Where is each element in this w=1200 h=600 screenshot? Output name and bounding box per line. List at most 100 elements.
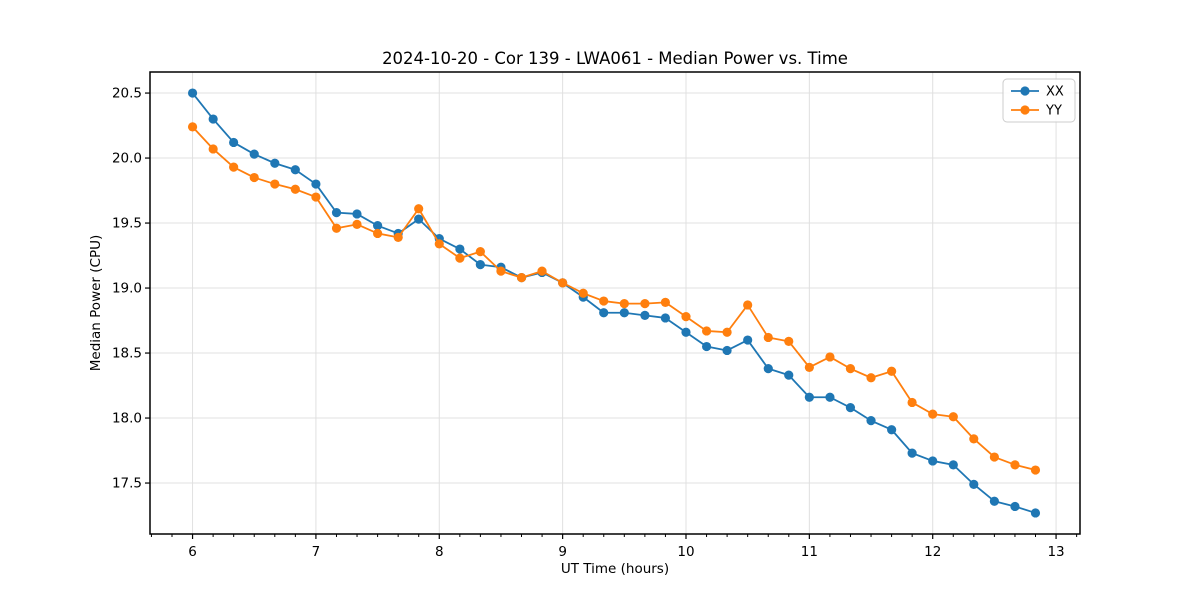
data-point-marker: [701, 326, 712, 336]
data-point-marker: [907, 397, 917, 408]
data-point-marker: [660, 297, 670, 307]
data-point-marker: [331, 223, 342, 233]
axes-layer: 6 7 8 9 10 11 12 13 17.5 18.0 18.5 19.0 19.5 20.0 20.5: [112, 71, 1081, 560]
grid-layer: [150, 72, 1080, 534]
data-point-marker: [763, 332, 773, 343]
legend-box: [1002, 78, 1076, 123]
data-point-marker: [372, 221, 383, 231]
data-point-marker: [866, 373, 876, 383]
data-point-marker: [619, 308, 629, 318]
data-point-marker: [948, 460, 958, 470]
data-point-marker: [455, 244, 465, 254]
plot-border: [149, 71, 1081, 535]
x-tick-label: 7: [312, 544, 321, 560]
data-point-marker: [907, 448, 917, 458]
series-line-XX: [191, 92, 1037, 514]
data-point-marker: [229, 137, 239, 148]
data-point-marker: [229, 162, 239, 172]
data-point-marker: [887, 425, 897, 435]
data-point-marker: [887, 366, 897, 376]
x-tick-label: 11: [801, 544, 818, 560]
data-point-marker: [455, 253, 465, 263]
data-point-marker: [414, 214, 424, 224]
data-point-marker: [270, 179, 280, 189]
data-point-marker: [270, 158, 280, 168]
legend: XX YY: [1002, 78, 1076, 123]
data-point-marker: [475, 260, 485, 270]
data-point-marker: [311, 192, 321, 202]
data-point-marker: [496, 266, 506, 276]
data-point-marker: [1030, 508, 1041, 518]
chart-title: 2024-10-20 - Cor 139 - LWA061 - Median P…: [382, 49, 848, 68]
series-YY: [187, 122, 1041, 475]
x-tick-label: 6: [188, 544, 197, 560]
data-point-marker: [640, 299, 650, 309]
data-point-marker: [784, 370, 794, 380]
x-tick-label: 8: [435, 544, 444, 560]
data-point-marker: [825, 392, 835, 402]
y-axis-label: Median Power (CPU): [88, 235, 104, 371]
y-tick-label: 18.5: [112, 346, 142, 362]
data-point-marker: [290, 165, 300, 175]
y-tick-label: 18.0: [112, 411, 142, 427]
data-point-marker: [845, 364, 856, 374]
data-point-marker: [187, 122, 198, 132]
data-point-marker: [928, 456, 938, 466]
data-point-marker: [414, 204, 424, 214]
data-point-marker: [475, 247, 485, 257]
x-tick-label: 9: [558, 544, 567, 560]
data-point-marker: [578, 288, 588, 298]
legend-marker-icon: [1020, 105, 1030, 115]
data-point-marker: [804, 392, 814, 402]
x-tick-label: 12: [924, 544, 941, 560]
legend-label: YY: [1045, 104, 1062, 119]
data-point-marker: [331, 208, 342, 218]
data-point-marker: [208, 114, 218, 124]
data-point-marker: [722, 327, 732, 337]
series-layer: [187, 88, 1041, 518]
y-tick-label: 17.5: [112, 476, 142, 492]
data-point-marker: [558, 278, 568, 288]
legend-entry-XX: XX: [1011, 85, 1064, 100]
data-point-marker: [989, 452, 999, 462]
data-point-marker: [516, 273, 527, 283]
data-point-marker: [599, 308, 609, 318]
y-tick-label: 20.5: [112, 86, 142, 102]
x-tick-label: 10: [677, 544, 694, 560]
y-tick-label: 20.0: [112, 151, 142, 167]
x-tick-label: 13: [1047, 544, 1064, 560]
data-point-marker: [1030, 465, 1041, 475]
data-point-marker: [989, 496, 999, 506]
data-point-marker: [1010, 501, 1020, 512]
data-point-marker: [311, 179, 321, 189]
y-tick-label: 19.5: [112, 216, 142, 232]
data-point-marker: [681, 327, 691, 337]
data-point-marker: [866, 416, 876, 426]
data-point-marker: [743, 335, 753, 345]
data-point-marker: [537, 266, 547, 276]
data-point-marker: [928, 409, 938, 419]
data-point-marker: [1010, 460, 1020, 470]
data-point-marker: [743, 300, 753, 310]
data-point-marker: [619, 299, 629, 309]
data-point-marker: [599, 296, 609, 306]
data-point-marker: [969, 434, 979, 444]
data-point-marker: [434, 239, 444, 249]
data-point-marker: [290, 184, 300, 194]
data-point-marker: [969, 479, 979, 489]
data-point-marker: [393, 232, 403, 242]
data-point-marker: [352, 209, 362, 219]
series-line-YY: [191, 125, 1037, 471]
data-point-marker: [825, 352, 835, 362]
data-point-marker: [249, 172, 259, 183]
data-point-marker: [948, 412, 958, 422]
data-point-marker: [784, 336, 794, 346]
data-point-marker: [763, 364, 773, 374]
legend-marker-icon: [1020, 86, 1030, 96]
data-point-marker: [208, 144, 218, 154]
x-axis-label: UT Time (hours): [561, 561, 669, 577]
data-point-marker: [187, 88, 198, 98]
data-point-marker: [845, 403, 856, 413]
